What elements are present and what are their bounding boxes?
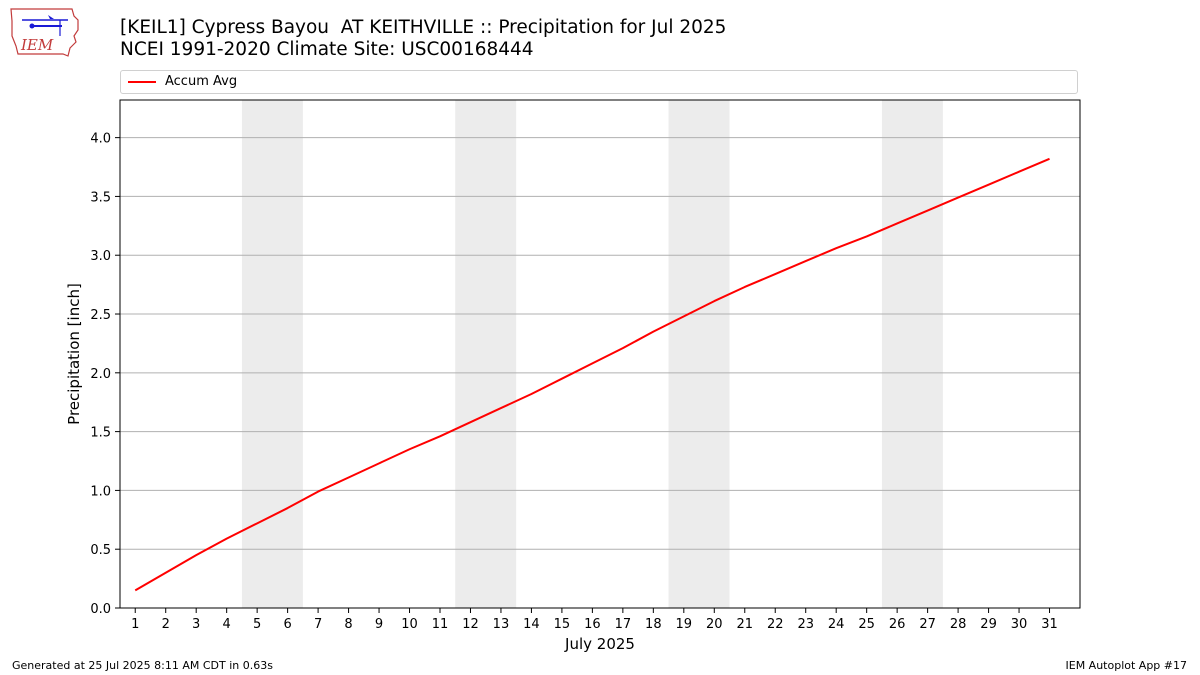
- x-tick-label-18: 18: [645, 617, 662, 632]
- x-tick-label-11: 11: [432, 617, 449, 632]
- y-axis-label: Precipitation [inch]: [65, 283, 83, 425]
- y-tick-label-7: 3.5: [90, 190, 111, 205]
- x-tick-label-14: 14: [523, 617, 540, 632]
- title-line-1: [KEIL1] Cypress Bayou AT KEITHVILLE :: P…: [120, 17, 727, 38]
- y-tick-label-4: 2.0: [90, 367, 111, 382]
- app-credit: IEM Autoplot App #17: [1065, 659, 1188, 672]
- x-tick-label-30: 30: [1011, 617, 1028, 632]
- x-tick-label-8: 8: [344, 617, 352, 632]
- x-tick-label-7: 7: [314, 617, 322, 632]
- x-tick-label-12: 12: [462, 617, 479, 632]
- x-tick-label-24: 24: [828, 617, 845, 632]
- x-tick-label-4: 4: [223, 617, 231, 632]
- y-tick-label-6: 3.0: [90, 249, 111, 264]
- iem-logo-text: IEM: [20, 36, 54, 54]
- series-lines: [134, 157, 1050, 592]
- x-tick-label-20: 20: [706, 617, 723, 632]
- x-tick-label-3: 3: [192, 617, 200, 632]
- y-tick-label-5: 2.5: [90, 308, 111, 323]
- weekend-band-4: [881, 100, 943, 608]
- y-tick-label-0: 0.0: [90, 602, 111, 617]
- legend-label-accum-avg: Accum Avg: [165, 74, 238, 89]
- x-tick-label-31: 31: [1041, 617, 1058, 632]
- y-tick-label-1: 0.5: [90, 543, 111, 558]
- x-tick-label-13: 13: [493, 617, 510, 632]
- x-axis-ticks: 1 2 3 4 5 6 7 8 9 10 11 12 13 14 15 16 17 18 19 20 21 22 23 24 2…: [131, 608, 1058, 632]
- y-tick-label-2: 1.0: [90, 484, 111, 499]
- x-tick-label-17: 17: [615, 617, 632, 632]
- grid-lines: [120, 137, 1080, 550]
- x-tick-label-16: 16: [584, 617, 601, 632]
- x-tick-label-28: 28: [950, 617, 967, 632]
- x-tick-label-21: 21: [736, 617, 753, 632]
- y-tick-label-8: 4.0: [90, 132, 111, 147]
- generated-timestamp: Generated at 25 Jul 2025 8:11 AM CDT in …: [12, 659, 273, 672]
- x-tick-label-25: 25: [858, 617, 875, 632]
- chart-legend: Accum Avg: [120, 70, 1078, 94]
- x-tick-label-26: 26: [889, 617, 906, 632]
- x-tick-label-2: 2: [162, 617, 170, 632]
- x-tick-label-9: 9: [375, 617, 383, 632]
- x-tick-label-5: 5: [253, 617, 261, 632]
- weekend-band-3: [668, 100, 730, 608]
- x-tick-label-1: 1: [131, 617, 139, 632]
- x-axis-label: July 2025: [564, 635, 635, 653]
- legend-swatch-accum-avg: [128, 81, 156, 83]
- x-tick-label-29: 29: [980, 617, 997, 632]
- x-tick-label-27: 27: [919, 617, 936, 632]
- y-axis-ticks: 0.0 0.5 1.0 1.5 2.0 2.5 3.0 3.5 4.0: [90, 132, 120, 617]
- chart-title: [KEIL1] Cypress Bayou AT KEITHVILLE :: P…: [120, 17, 726, 61]
- iem-logo: IEM: [10, 8, 79, 57]
- x-tick-label-10: 10: [401, 617, 418, 632]
- x-tick-label-15: 15: [554, 617, 571, 632]
- x-tick-label-23: 23: [797, 617, 814, 632]
- x-tick-label-6: 6: [283, 617, 291, 632]
- weekend-band-1: [241, 100, 303, 608]
- plot-frame: [119, 99, 1081, 609]
- x-tick-label-19: 19: [676, 617, 693, 632]
- series-line-0: [134, 157, 1050, 592]
- weekend-band-2: [455, 100, 517, 608]
- weekend-bands: [241, 100, 943, 608]
- y-tick-label-3: 1.5: [90, 426, 111, 441]
- iowa-outline: [10, 8, 79, 57]
- x-tick-label-22: 22: [767, 617, 784, 632]
- title-line-2: NCEI 1991-2020 Climate Site: USC00168444: [120, 39, 534, 60]
